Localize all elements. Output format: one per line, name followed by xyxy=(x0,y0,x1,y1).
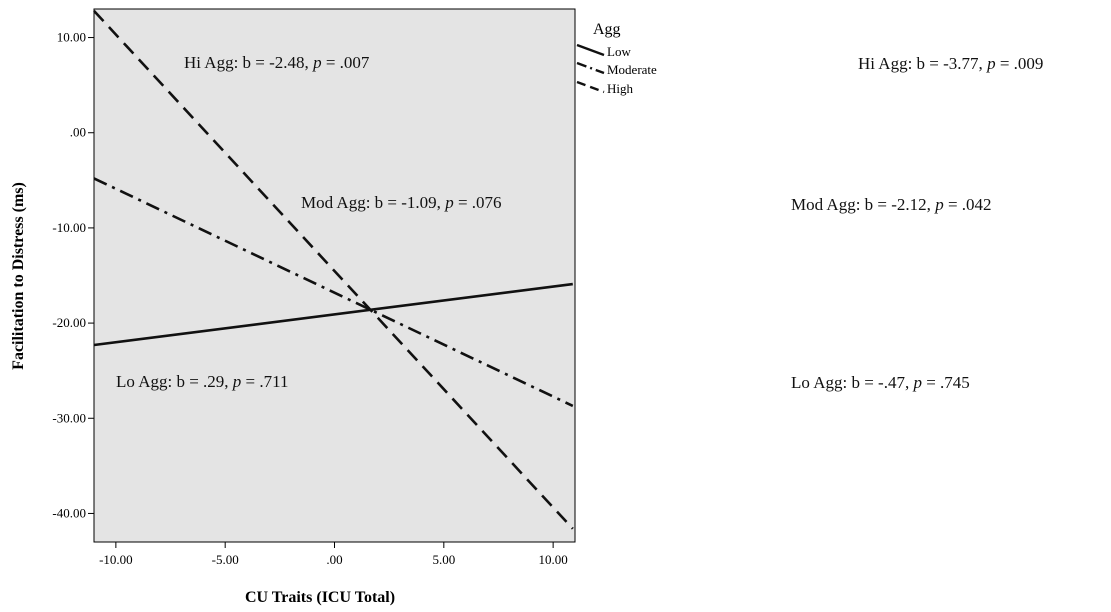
annotation-hi-agg-inside: Hi Agg: b = -2.48, p = .007 xyxy=(184,53,370,72)
legend-swatch-high xyxy=(576,80,605,94)
legend-swatch-low xyxy=(576,43,605,57)
series-line-low xyxy=(93,282,573,347)
annotation-mod-agg-inside: Mod Agg: b = -1.09, p = .076 xyxy=(301,193,502,212)
y-tick-label: -10.00 xyxy=(52,220,86,235)
x-tick-label: -10.00 xyxy=(99,552,133,567)
legend: Agg Low Moderate High xyxy=(576,21,657,96)
y-tick-label: .00 xyxy=(70,125,86,140)
x-tick-label: -5.00 xyxy=(212,552,239,567)
x-axis: -10.00 -5.00 .00 5.00 10.00 xyxy=(99,542,568,567)
series-line-high xyxy=(93,10,574,530)
plot-area xyxy=(93,8,576,543)
legend-title: Agg xyxy=(593,21,621,38)
legend-label-moderate: Moderate xyxy=(607,62,657,77)
annotation-hi-agg-outside: Hi Agg: b = -3.77, p = .009 xyxy=(858,54,1044,73)
y-tick-label: -20.00 xyxy=(52,315,86,330)
annotation-lo-agg-inside: Lo Agg: b = .29, p = .711 xyxy=(116,372,289,391)
x-tick-label: .00 xyxy=(326,552,342,567)
x-tick-label: 5.00 xyxy=(432,552,455,567)
legend-label-low: Low xyxy=(607,44,631,59)
legend-label-high: High xyxy=(607,81,634,96)
series-line-moderate xyxy=(93,177,574,408)
annotation-mod-agg-outside: Mod Agg: b = -2.12, p = .042 xyxy=(791,195,992,214)
y-tick-label: -30.00 xyxy=(52,410,86,425)
x-tick-label: 10.00 xyxy=(539,552,568,567)
y-tick-label: -40.00 xyxy=(52,505,86,520)
y-axis: 10.00 .00 -10.00 -20.00 -30.00 -40.00 xyxy=(52,30,94,520)
series-lines xyxy=(93,10,574,530)
y-tick-label: 10.00 xyxy=(57,30,86,45)
x-axis-label: CU Traits (ICU Total) xyxy=(245,589,395,606)
legend-swatch-moderate xyxy=(576,61,605,75)
y-axis-label: Facilitation to Distress (ms) xyxy=(10,182,27,370)
annotation-lo-agg-outside: Lo Agg: b = -.47, p = .745 xyxy=(791,373,970,392)
